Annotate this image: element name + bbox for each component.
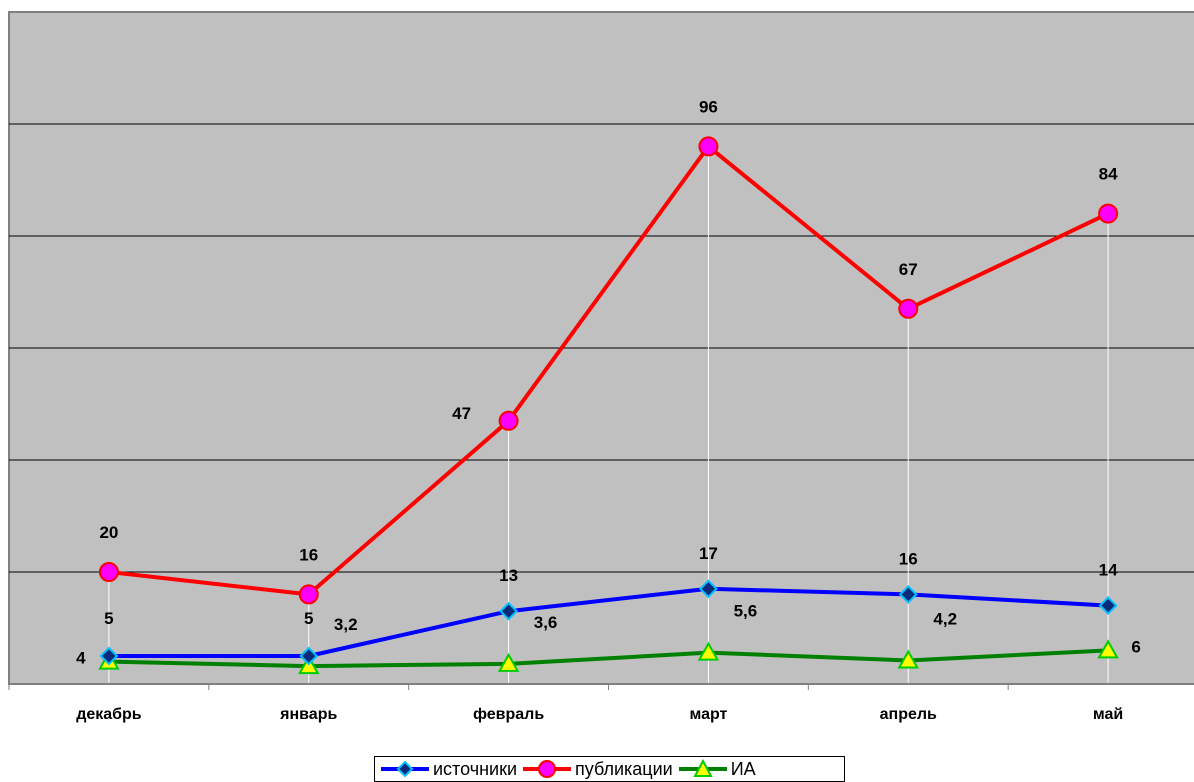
data-label: 14 bbox=[1099, 561, 1118, 580]
x-tick-label: февраль bbox=[473, 706, 544, 723]
legend-label-publications: публикации bbox=[575, 758, 673, 779]
data-label: 17 bbox=[699, 544, 718, 563]
data-label: 47 bbox=[452, 404, 471, 423]
data-label: 5 bbox=[304, 609, 313, 628]
x-tick-label: апрель bbox=[880, 706, 937, 723]
point-marker bbox=[499, 601, 518, 621]
data-label: 6 bbox=[1131, 637, 1140, 656]
point-marker bbox=[99, 646, 119, 666]
data-label: 4,2 bbox=[933, 609, 957, 628]
point-marker bbox=[298, 584, 319, 605]
legend-item-ia: ИА bbox=[677, 759, 756, 780]
data-label: 5,6 bbox=[734, 602, 758, 621]
legend-swatch-publications bbox=[523, 760, 572, 778]
data-label: 13 bbox=[499, 566, 518, 585]
legend-label-sources: источники bbox=[433, 758, 518, 779]
x-tick-label: март bbox=[689, 706, 727, 723]
series-line bbox=[108, 648, 1109, 669]
point-marker bbox=[497, 652, 520, 672]
data-label: 3,2 bbox=[334, 615, 358, 634]
data-labels: 20 16 47 96 67 84 5 5 13 17 16 14 4 3,2 3,6 5,6 4,2 6 bbox=[76, 97, 1141, 667]
point-marker bbox=[1098, 203, 1119, 224]
data-label: 20 bbox=[99, 523, 118, 542]
data-label: 67 bbox=[899, 260, 918, 279]
point-marker bbox=[697, 641, 720, 661]
point-marker bbox=[699, 579, 718, 599]
series-line bbox=[108, 586, 1109, 658]
point-marker bbox=[897, 649, 919, 669]
data-label: 96 bbox=[699, 97, 718, 116]
data-label: 4 bbox=[76, 649, 86, 668]
legend-label-ia: ИА bbox=[730, 758, 756, 779]
legend: источники публикации ИА bbox=[374, 756, 845, 782]
point-marker bbox=[898, 584, 918, 604]
x-axis: декабрь январь февраль март апрель май bbox=[8, 683, 1194, 723]
x-tick-label: май bbox=[1093, 706, 1123, 723]
legend-swatch-ia bbox=[678, 759, 727, 777]
x-tick-label: январь bbox=[279, 706, 337, 723]
grid-lines bbox=[9, 123, 1194, 573]
legend-item-sources: источники bbox=[379, 759, 517, 780]
point-marker bbox=[898, 298, 919, 319]
point-marker bbox=[1098, 596, 1118, 616]
legend-item-publications: публикации bbox=[521, 759, 673, 780]
series-lines bbox=[108, 144, 1109, 669]
point-marker bbox=[299, 646, 319, 666]
data-label: 16 bbox=[899, 549, 918, 568]
point-marker bbox=[1097, 639, 1119, 659]
point-marker bbox=[498, 410, 519, 431]
series-line bbox=[108, 144, 1109, 597]
x-tick-label: декабрь bbox=[76, 706, 142, 723]
data-label: 3,6 bbox=[534, 613, 558, 632]
point-marker bbox=[698, 136, 719, 157]
point-marker bbox=[98, 562, 119, 582]
legend-swatch-sources bbox=[381, 760, 429, 778]
data-label: 16 bbox=[299, 545, 318, 564]
data-label: 84 bbox=[1099, 165, 1118, 184]
data-label: 5 bbox=[104, 609, 113, 628]
series-markers bbox=[98, 136, 1119, 675]
